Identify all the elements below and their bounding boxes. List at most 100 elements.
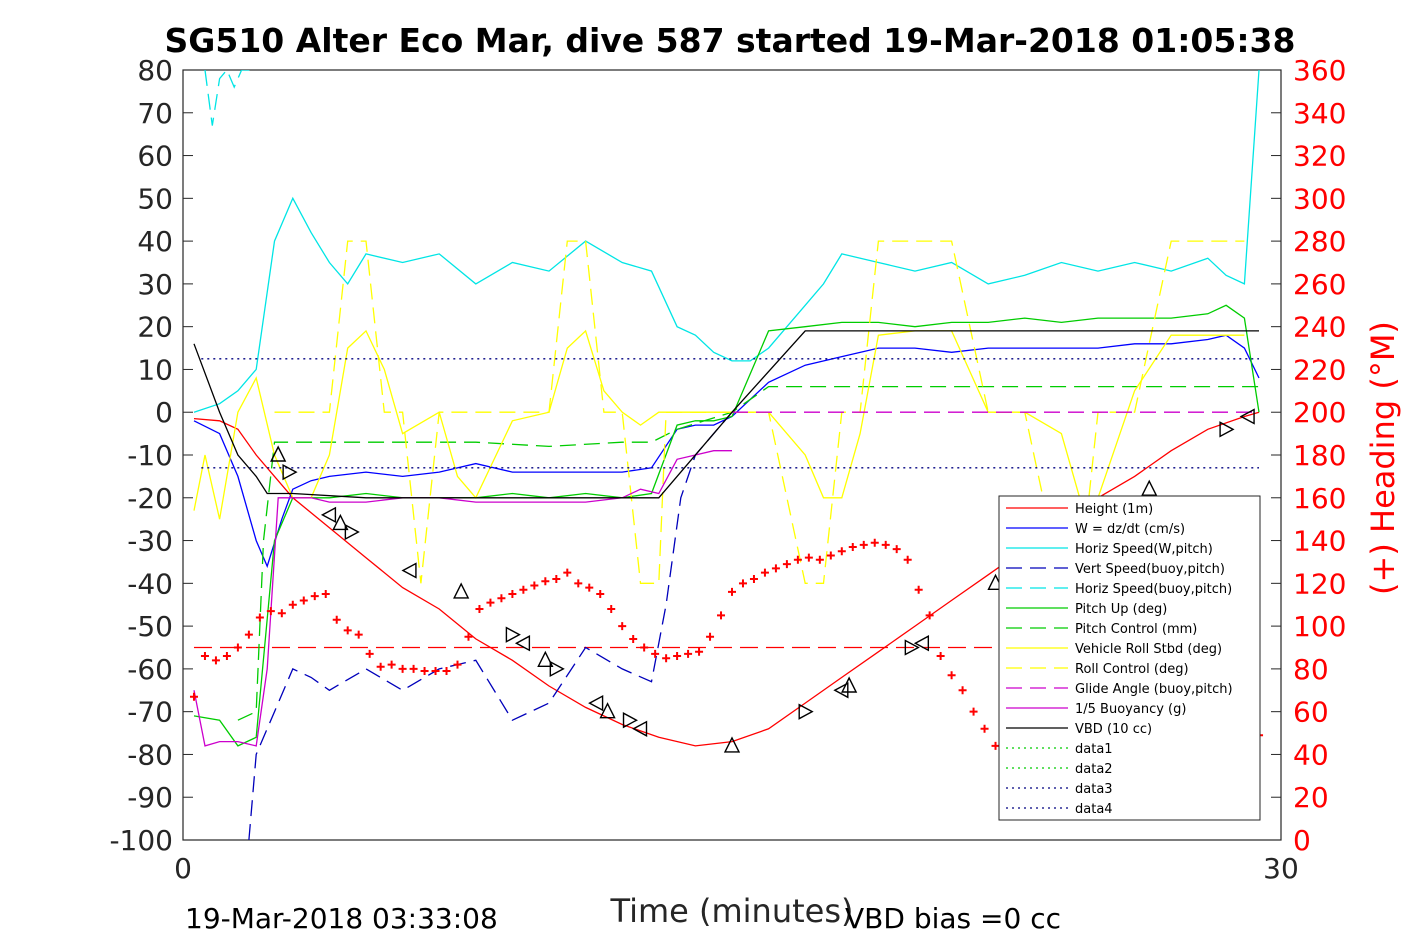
- waypoint-marker: [833, 682, 849, 699]
- y2-tick-label: 340: [1293, 97, 1346, 130]
- y2-tick-label: 80: [1293, 653, 1329, 686]
- waypoint-marker: [622, 712, 638, 729]
- waypoint-marker: [453, 582, 470, 599]
- legend-label: 1/5 Buoyancy (g): [1075, 702, 1186, 717]
- y-tick-label: -90: [127, 781, 173, 814]
- legend-label: data2: [1075, 762, 1113, 777]
- heading-point: [266, 607, 275, 616]
- heading-point: [387, 660, 396, 669]
- heading-point: [376, 662, 385, 671]
- heading-point: [859, 540, 868, 549]
- legend-label: data1: [1075, 742, 1113, 757]
- heading-point: [925, 611, 934, 620]
- y2-tick-label: 220: [1293, 353, 1346, 386]
- heading-point: [541, 577, 550, 586]
- legend-label: VBD (10 cc): [1075, 722, 1152, 737]
- legend-label: Glide Angle (buoy,pitch): [1075, 682, 1233, 697]
- y-tick-label: -50: [127, 610, 173, 643]
- y2-tick-label: 180: [1293, 439, 1346, 472]
- heading-point: [640, 643, 649, 652]
- legend-label: Pitch Control (mm): [1075, 622, 1197, 637]
- heading-point: [607, 605, 616, 613]
- heading-point: [958, 686, 967, 695]
- heading-point: [563, 568, 572, 577]
- series-line-pitch-control-mm: [237, 385, 1259, 721]
- y-tick-label: -80: [127, 738, 173, 771]
- legend-label: Pitch Up (deg): [1075, 602, 1167, 617]
- heading-point: [398, 664, 407, 673]
- heading-point: [464, 632, 473, 641]
- heading-point: [574, 579, 583, 588]
- waypoint-marker: [1141, 479, 1158, 496]
- waypoint-marker: [401, 562, 417, 579]
- right-axis-ticks: 3603403203002802602402202001801601401201…: [1271, 54, 1346, 857]
- heading-point: [881, 540, 890, 549]
- waypoint-marker: [270, 445, 287, 462]
- heading-point: [321, 590, 330, 599]
- waypoint-marker: [588, 694, 604, 712]
- waypoint-marker: [840, 676, 858, 693]
- y-tick-label: 40: [137, 225, 173, 258]
- footer-timestamp: 19-Mar-2018 03:33:08: [185, 902, 498, 935]
- heading-point: [848, 542, 857, 551]
- waypoint-marker: [344, 523, 360, 541]
- y-tick-label: 20: [137, 311, 173, 344]
- legend-label: Vert Speed(buoy,pitch): [1075, 562, 1225, 577]
- heading-point: [695, 647, 704, 656]
- heading-point: [453, 660, 462, 669]
- y-tick-label: 80: [137, 54, 173, 87]
- chart-legend: Height (1m) W = dz/dt (cm/s) Horiz Speed(W…: [998, 495, 1261, 821]
- chart-title: SG510 Alter Eco Mar, dive 587 started 19…: [165, 21, 1296, 60]
- waypoint-marker: [904, 639, 920, 656]
- heading-point: [211, 656, 220, 665]
- heading-point: [585, 583, 594, 592]
- waypoint-marker: [332, 513, 349, 531]
- heading-point: [771, 564, 780, 573]
- plot-area: [189, 70, 1264, 840]
- heading-point: [804, 553, 813, 562]
- heading-point: [837, 547, 846, 556]
- y-tick-label: 60: [137, 140, 173, 173]
- y-tick-label: -40: [127, 567, 173, 600]
- y-tick-label: -60: [127, 653, 173, 686]
- legend-label: Height (1m): [1075, 502, 1153, 517]
- waypoint-marker: [913, 635, 930, 652]
- y-tick-label: 30: [137, 268, 173, 301]
- legend-label: data3: [1075, 782, 1113, 797]
- y2-tick-label: 280: [1293, 225, 1346, 258]
- heading-point: [618, 622, 627, 631]
- heading-point: [222, 652, 231, 661]
- series-group: [189, 70, 1264, 840]
- x-tick-label-30: 30: [1263, 852, 1299, 885]
- heading-point: [244, 630, 253, 639]
- heading-point: [826, 551, 835, 560]
- y2-tick-label: 320: [1293, 140, 1346, 173]
- series-line-horiz-speed-w-pitch: [193, 70, 1260, 413]
- legend-label: Roll Control (deg): [1075, 662, 1189, 677]
- heading-point: [508, 590, 517, 599]
- y2-tick-label: 300: [1293, 182, 1346, 215]
- legend-label: Horiz Speed(buoy,pitch): [1075, 582, 1232, 597]
- heading-point: [728, 587, 736, 596]
- y-tick-label: -20: [127, 482, 173, 515]
- waypoint-marker: [599, 702, 616, 719]
- heading-point: [299, 596, 308, 605]
- y2-tick-label: 60: [1293, 696, 1329, 729]
- heading-point: [651, 649, 660, 658]
- y2-tick-label: 360: [1293, 54, 1346, 87]
- y2-tick-label: 40: [1293, 738, 1329, 771]
- heading-point: [530, 581, 539, 590]
- heading-point: [288, 600, 297, 609]
- heading-point: [991, 741, 1000, 750]
- heading-point: [870, 538, 879, 547]
- heading-point: [409, 664, 418, 673]
- legend-label: Horiz Speed(W,pitch): [1075, 542, 1213, 557]
- right-y-axis-label: (+) Heading (°M): [1364, 321, 1402, 595]
- heading-point: [200, 652, 209, 661]
- y2-tick-label: 160: [1293, 482, 1346, 515]
- heading-point: [255, 613, 264, 622]
- heading-point: [760, 568, 769, 577]
- y-tick-label: 50: [137, 182, 173, 215]
- heading-point: [629, 634, 638, 643]
- heading-point: [706, 632, 715, 641]
